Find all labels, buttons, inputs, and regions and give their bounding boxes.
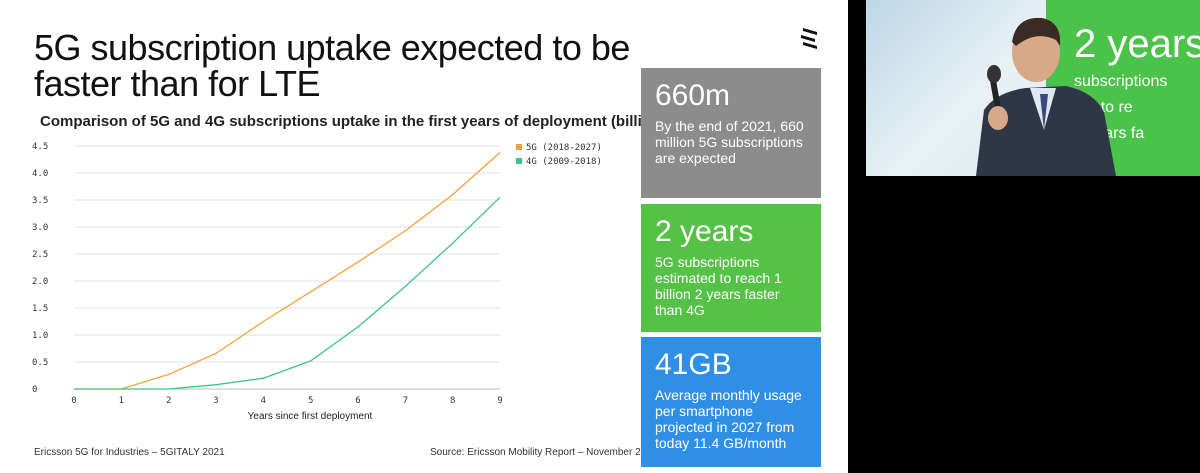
series-line-5g [74, 151, 501, 390]
y-tick-label: 1.5 [32, 304, 48, 314]
stat-tile-years: 2 years 5G subscriptions estimated to re… [641, 204, 821, 332]
x-tick-label: 6 [355, 396, 360, 406]
y-tick-label: 1.0 [32, 331, 48, 341]
x-tick-label: 3 [213, 396, 218, 406]
legend-entry: 4G (2009-2018) [526, 157, 602, 167]
x-axis-label: Years since first deployment [248, 411, 373, 422]
y-tick-label: 3.0 [32, 223, 48, 233]
screen-text-1: subscriptions [1074, 73, 1168, 90]
y-tick-label: 4.0 [32, 169, 48, 179]
y-tick-label: 0 [32, 385, 37, 395]
x-tick-label: 2 [166, 396, 171, 406]
background-screen: 2 years subscriptions ted to re 2 years … [1046, 0, 1200, 176]
y-tick-label: 4.5 [32, 142, 48, 152]
x-tick-label: 7 [403, 396, 408, 406]
legend-swatch [516, 144, 522, 150]
y-tick-label: 0.5 [32, 358, 48, 368]
slide-title: 5G subscription uptake expected to be fa… [34, 30, 634, 102]
slide-title-line-2: faster than for LTE [34, 63, 320, 104]
x-tick-label: 5 [308, 396, 313, 406]
speaker-video-feed: 2 years subscriptions ted to re 2 years … [866, 0, 1200, 176]
slide-title-line-1: 5G subscription uptake expected to be [34, 27, 630, 68]
x-tick-label: 0 [71, 396, 76, 406]
legend-entry: 5G (2018-2027) [526, 143, 602, 153]
y-tick-label: 2.5 [32, 250, 48, 260]
stat-value: 41GB [655, 348, 732, 381]
presentation-slide: 5G subscription uptake expected to be fa… [0, 0, 848, 473]
stat-tile-subscriptions: 660m By the end of 2021, 660 million 5G … [641, 68, 821, 198]
y-tick-label: 2.0 [32, 277, 48, 287]
legend-swatch [516, 158, 522, 164]
x-tick-label: 8 [450, 396, 455, 406]
stat-description: By the end of 2021, 660 million 5G subsc… [655, 118, 804, 166]
footer-source: Source: Ericsson Mobility Report – Novem… [430, 447, 658, 458]
stat-value: 2 years [655, 215, 754, 248]
chart-title: Comparison of 5G and 4G subscriptions up… [40, 113, 666, 130]
screen-big-text: 2 years [1074, 22, 1200, 66]
stat-value: 660m [655, 79, 731, 112]
x-tick-label: 1 [119, 396, 124, 406]
x-tick-label: 9 [497, 396, 502, 406]
footer-event: Ericsson 5G for Industries – 5GITALY 202… [34, 447, 225, 458]
series-line-4g [74, 196, 501, 390]
stat-description: 5G subscriptions estimated to reach 1 bi… [655, 254, 782, 318]
y-tick-label: 3.5 [32, 196, 48, 206]
x-tick-label: 4 [261, 396, 266, 406]
speaker-figure [976, 17, 1116, 176]
stat-tile-usage: 41GB Average monthly usage per smartphon… [641, 337, 821, 467]
stat-description: Average monthly usage per smartphone pro… [655, 387, 802, 451]
ericsson-logo-icon [801, 28, 817, 49]
